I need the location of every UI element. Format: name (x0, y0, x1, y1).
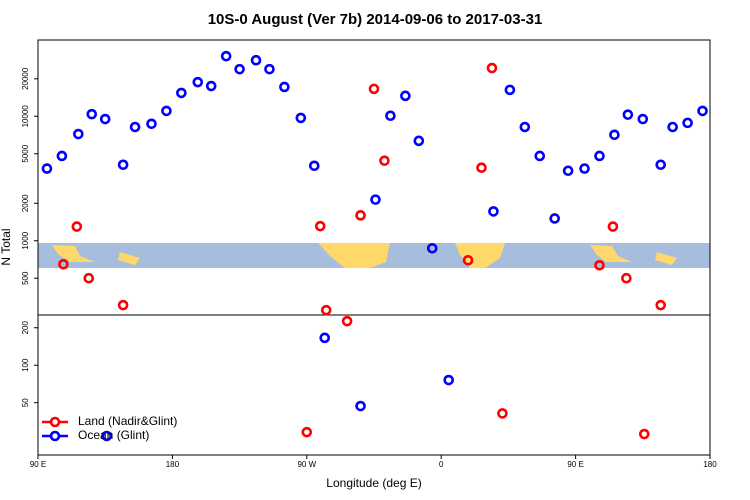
y-tick-label: 100 (21, 358, 30, 372)
x-tick-label: 180 (703, 460, 717, 469)
point (355, 400, 366, 412)
point (161, 105, 172, 117)
point (73, 128, 84, 140)
y-tick-label: 2000 (21, 194, 30, 212)
y-tick-label: 500 (21, 271, 30, 285)
point (476, 162, 487, 174)
point (486, 62, 498, 74)
map-land (52, 245, 140, 265)
point (637, 113, 649, 125)
point (594, 150, 605, 162)
y-tick-label: 200 (21, 321, 30, 335)
point (41, 163, 53, 174)
point (308, 160, 320, 172)
map-land (455, 243, 505, 268)
map-strip (38, 243, 710, 268)
point (355, 210, 366, 221)
point (117, 159, 129, 171)
point (117, 299, 129, 311)
legend-label: Land (Nadir&Glint) (78, 414, 177, 428)
point (56, 150, 68, 162)
point (549, 213, 560, 224)
point (655, 159, 667, 171)
map-land (318, 243, 390, 268)
chart-title: 10S-0 August (Ver 7b) 2014-09-06 to 2017… (208, 11, 543, 28)
x-tick-label: 0 (439, 460, 444, 469)
point (319, 332, 331, 344)
point (99, 113, 111, 125)
point (279, 81, 290, 93)
point (301, 426, 313, 438)
point (621, 272, 632, 284)
point (667, 121, 678, 133)
point (622, 109, 634, 120)
y-tick-label: 10000 (21, 105, 30, 128)
point (368, 83, 380, 95)
point (497, 408, 508, 419)
point (370, 194, 381, 205)
point (504, 84, 516, 96)
point (594, 259, 605, 271)
point (400, 90, 411, 102)
legend-marker (49, 416, 61, 428)
x-tick-label: 90 E (30, 460, 46, 469)
point (192, 76, 204, 88)
point (176, 87, 187, 99)
point (655, 299, 667, 311)
point (129, 121, 141, 133)
point (234, 63, 245, 75)
y-tick-label: 50 (21, 398, 30, 407)
point (71, 221, 83, 232)
point (205, 80, 217, 92)
legend-label: Ocean (Glint) (78, 428, 149, 442)
plot-frame (37, 39, 711, 456)
point (341, 315, 353, 327)
point (443, 374, 454, 386)
y-axis-label: N Total (0, 228, 13, 265)
point (385, 110, 396, 122)
legend-marker (49, 430, 61, 442)
y-tick-label: 5000 (21, 144, 30, 162)
point (220, 50, 232, 62)
point (86, 108, 98, 120)
point (519, 121, 531, 133)
point (58, 258, 69, 270)
point (462, 254, 474, 266)
y-tick-label: 1000 (21, 231, 30, 249)
point (562, 165, 574, 177)
point (488, 206, 499, 217)
point (638, 428, 650, 440)
point (697, 105, 708, 117)
point (250, 54, 262, 66)
point (413, 135, 425, 147)
point (609, 129, 620, 141)
point (295, 112, 307, 124)
point (314, 220, 326, 232)
map-land (590, 245, 677, 265)
point (534, 150, 546, 162)
point (682, 117, 693, 129)
y-tick-label: 20000 (21, 67, 30, 90)
point (379, 155, 390, 166)
point (146, 118, 157, 130)
x-tick-label: 90 E (567, 460, 583, 469)
point (83, 272, 95, 284)
x-tick-label: 180 (166, 460, 180, 469)
point (320, 304, 332, 316)
point (101, 430, 112, 442)
point (607, 221, 619, 232)
x-axis-label: Longitude (deg E) (326, 476, 421, 490)
point (579, 163, 590, 174)
x-tick-label: 90 W (297, 460, 316, 469)
point (426, 242, 438, 254)
point (264, 63, 275, 75)
